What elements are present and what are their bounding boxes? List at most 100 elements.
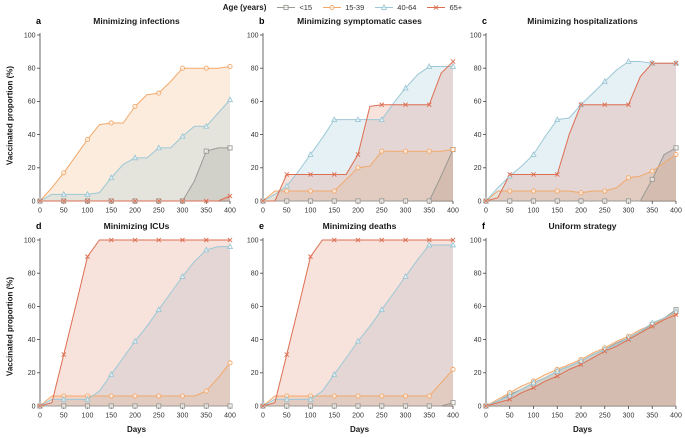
x-marker-icon — [132, 237, 138, 243]
chart: 0 20 40 60 80 100 0 50 100 150 200 250 300 350 400 — [247, 32, 459, 215]
x-tick-label: 0 — [38, 413, 42, 420]
chart-svg: 0 20 40 60 80 100 0 50 100 150 200 250 300 350 400 — [14, 28, 237, 220]
y-tick-label: 100 — [247, 32, 259, 39]
circle-marker-icon — [450, 366, 456, 373]
y-tick-label: 0 — [478, 198, 482, 205]
legend-marker-icon — [427, 5, 446, 10]
x-marker-icon — [626, 102, 631, 108]
x-marker-icon — [37, 198, 43, 204]
x-tick-label: 0 — [484, 413, 488, 420]
triangle-marker-icon — [226, 96, 234, 103]
x-marker-icon — [260, 198, 266, 204]
x-marker-icon — [649, 323, 655, 329]
x-tick-label: 100 — [82, 413, 94, 420]
x-tick-label: 350 — [200, 413, 212, 420]
panel-d: d Minimizing ICUs 0 20 40 60 80 100 0 50 100 150 2… — [14, 220, 237, 438]
x-tick-label: 50 — [60, 413, 68, 420]
circle-marker-icon — [673, 151, 679, 158]
x-marker-icon — [284, 172, 290, 177]
triangle-marker-icon — [378, 306, 385, 313]
x-marker-icon — [180, 198, 185, 204]
triangle-marker-icon — [108, 370, 115, 377]
x-marker-icon — [649, 60, 655, 66]
y-tick-label: 60 — [28, 99, 36, 106]
x-tick-label: 400 — [447, 208, 459, 215]
circle-marker-icon — [203, 65, 209, 71]
square-marker-icon — [554, 198, 560, 204]
y-tick-label: 40 — [28, 337, 36, 344]
circle-marker-icon — [203, 388, 209, 394]
triangle-marker-icon — [226, 243, 234, 249]
panel-f: f Uniform strategy 0 20 40 60 80 100 0 50 100 150… — [460, 220, 683, 438]
y-tick-label: 60 — [28, 304, 36, 311]
circle-marker-icon — [132, 393, 138, 399]
x-tick-label: 100 — [305, 208, 317, 215]
series-area-4064 — [486, 311, 676, 406]
panel-e: e Minimizing deaths 0 20 40 60 80 100 0 50 100 15… — [237, 220, 460, 438]
y-axis-label: Vaccinated proportion (%) — [5, 65, 15, 165]
square-marker-icon — [402, 198, 409, 204]
y-tick-label: 20 — [28, 370, 36, 377]
chart-svg: 0 20 40 60 80 100 0 50 100 150 200 250 300 350 400 — [14, 233, 237, 425]
x-tick-label: 300 — [177, 208, 189, 215]
y-axis-title-top: Vaccinated proportion (%) — [0, 15, 15, 220]
square-marker-icon — [530, 198, 537, 204]
panel-a: a Minimizing infections 0 20 40 60 80 100 0 50 1… — [14, 15, 237, 220]
series-area-15 — [486, 147, 676, 201]
triangle-marker-icon — [283, 182, 290, 189]
square-marker-icon — [179, 403, 186, 409]
triangle-marker-icon — [354, 337, 362, 344]
triangle-marker-icon — [530, 379, 537, 386]
x-marker-icon — [434, 5, 439, 10]
series-area-4064 — [263, 66, 453, 201]
circle-marker-icon — [329, 4, 335, 11]
square-marker-icon — [450, 400, 456, 406]
x-tick-label: 400 — [670, 208, 682, 215]
x-marker-icon — [602, 348, 608, 354]
x-tick-label: 350 — [646, 208, 658, 215]
circle-marker-icon — [530, 188, 537, 194]
triangle-marker-icon — [577, 357, 585, 364]
x-tick-label: 350 — [646, 413, 658, 420]
circle-marker-icon — [625, 175, 632, 181]
chart-svg: 0 20 40 60 80 100 0 50 100 150 200 250 300 350 400 — [460, 233, 683, 425]
triangle-marker-icon — [449, 241, 457, 248]
series-area-15 — [40, 147, 230, 201]
triangle-marker-icon — [203, 246, 210, 253]
x-marker-icon — [403, 237, 408, 243]
square-marker-icon — [284, 403, 290, 409]
circle-marker-icon — [355, 393, 361, 399]
x-tick-label: 150 — [105, 208, 117, 215]
x-tick-label: 150 — [328, 413, 340, 420]
series-area-4064 — [40, 246, 230, 406]
x-tick-label: 150 — [551, 413, 563, 420]
x-marker-icon — [379, 102, 385, 108]
x-marker-icon — [673, 312, 679, 318]
x-marker-icon — [355, 237, 361, 243]
y-tick-label: 60 — [474, 304, 482, 311]
y-tick-label: 20 — [474, 165, 482, 172]
x-tick-label: 300 — [623, 208, 635, 215]
y-tick-label: 60 — [474, 99, 482, 106]
x-marker-icon — [132, 198, 138, 204]
series-area-65 — [40, 240, 230, 406]
y-tick-label: 80 — [28, 66, 36, 73]
y-axis-title-bottom: Vaccinated proportion (%) — [0, 220, 15, 438]
circle-marker-icon — [61, 170, 67, 176]
series-area-65 — [263, 61, 453, 202]
chart: 0 20 40 60 80 100 0 50 100 150 200 250 300 350 400 — [247, 237, 459, 420]
y-axis-label: Vaccinated proportion (%) — [5, 276, 15, 377]
square-marker-icon — [426, 403, 432, 409]
x-marker-icon — [355, 152, 361, 157]
square-marker-icon — [355, 403, 361, 409]
y-tick-label: 80 — [251, 66, 259, 73]
x-marker-icon — [483, 403, 489, 409]
panel-letter: a — [36, 16, 42, 26]
circle-marker-icon — [507, 188, 513, 194]
x-marker-icon — [554, 172, 560, 177]
x-tick-label: 50 — [60, 208, 68, 215]
x-marker-icon — [626, 337, 631, 343]
legend-item-label: <15 — [299, 3, 313, 12]
square-marker-icon — [331, 198, 337, 204]
